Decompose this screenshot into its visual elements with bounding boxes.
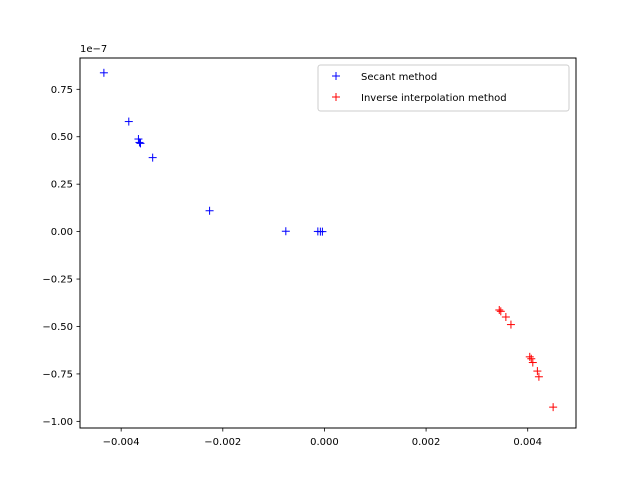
y-axis: 0.75 0.50 0.25 0.00 −0.25 −0.50 −0.75 −1.00 — [42, 85, 80, 428]
data-point — [205, 206, 214, 215]
data-point — [501, 313, 510, 321]
data-point — [281, 227, 290, 236]
data-point — [527, 354, 536, 363]
y-tick-label: 0.50 — [51, 132, 73, 143]
data-point — [135, 138, 144, 147]
data-point — [318, 227, 327, 236]
legend-marker — [332, 72, 340, 80]
y-tick-label: 0.00 — [51, 227, 73, 238]
legend-item-1: Inverse interpolation method — [332, 93, 507, 104]
data-point — [136, 139, 145, 148]
y-tick-label: −0.50 — [42, 322, 73, 333]
data-point — [134, 135, 143, 144]
x-axis: −0.004 −0.002 0.000 0.002 0.004 — [103, 428, 542, 448]
data-point — [525, 352, 534, 361]
data-point — [528, 358, 537, 367]
x-tick-label: 0.004 — [513, 437, 542, 448]
y-tick-label: 0.25 — [51, 180, 73, 191]
legend-label: Secant method — [361, 72, 437, 83]
y-tick-label: −1.00 — [42, 417, 73, 428]
axes-frame — [79, 57, 577, 429]
data-point — [148, 153, 157, 162]
x-tick-label: 0.002 — [412, 437, 441, 448]
y-tick-label: 0.75 — [51, 85, 73, 96]
y-tick-label: −0.75 — [42, 369, 73, 380]
x-tick-label: −0.004 — [103, 437, 140, 448]
data-point — [506, 320, 515, 329]
series-0 — [99, 68, 327, 236]
plot-area — [99, 68, 558, 412]
data-point — [533, 367, 542, 376]
legend-item-0: Secant method — [332, 72, 437, 83]
legend-box — [317, 64, 570, 112]
series-1 — [495, 305, 558, 412]
legend-marker — [332, 93, 340, 101]
y-axis-offset-label: 1e−7 — [80, 44, 107, 55]
y-tick-label: −0.25 — [42, 275, 73, 286]
legend: Secant method Inverse interpolation metho… — [317, 64, 570, 112]
data-point — [124, 117, 133, 126]
data-point — [534, 372, 543, 381]
x-tick-label: −0.002 — [204, 437, 241, 448]
data-point — [549, 403, 558, 412]
data-point — [495, 305, 504, 314]
data-point — [99, 68, 108, 77]
data-point — [496, 307, 505, 316]
x-tick-label: 0.000 — [310, 437, 339, 448]
legend-label: Inverse interpolation method — [361, 93, 507, 104]
